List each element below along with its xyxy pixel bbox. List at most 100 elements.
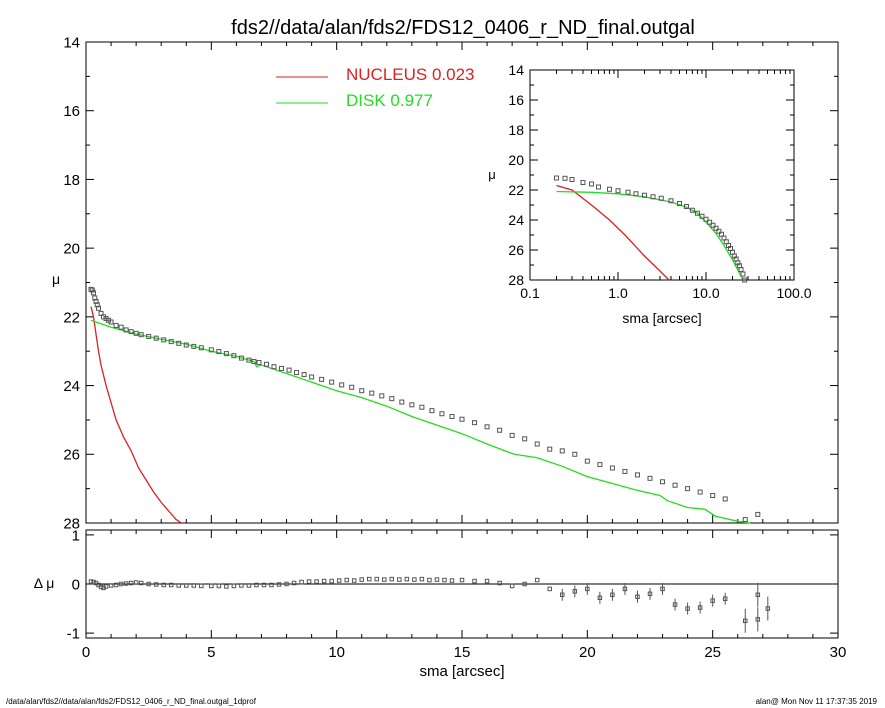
inset-y-tick-label: 26 <box>508 242 524 258</box>
inset-data-point <box>595 184 601 190</box>
residual-data-point <box>224 584 229 589</box>
main-data-point <box>755 511 761 517</box>
footer-user-timestamp: alan@ Mon Nov 11 17:37:35 2019 <box>755 697 877 706</box>
main-data-point <box>742 517 748 523</box>
residual-data-point <box>351 578 357 583</box>
inset-data-point <box>689 207 695 213</box>
main-data-point <box>522 436 528 442</box>
residual-data-point <box>254 582 259 588</box>
main-data-point <box>547 446 553 452</box>
main-data-point <box>96 305 102 311</box>
residual-data-point <box>534 577 540 583</box>
main-data-point <box>359 388 365 394</box>
residual-data-point <box>367 576 372 582</box>
residual-y-tick-label: -1 <box>67 625 80 642</box>
main-data-point <box>246 357 252 363</box>
inset-data-point <box>668 198 674 204</box>
inset-disk-line <box>556 190 744 281</box>
residual-data-point <box>321 578 327 584</box>
residual-data-point <box>412 577 417 582</box>
residual-data-point <box>209 583 214 589</box>
main-data-point <box>379 393 385 399</box>
residual-data-point <box>547 586 552 592</box>
residual-data-point <box>239 583 244 588</box>
main-data-point <box>429 408 435 414</box>
residual-data-point <box>419 576 425 582</box>
main-data-point <box>534 441 540 447</box>
main-data-point <box>399 399 405 405</box>
residual-data-point <box>216 583 222 589</box>
chart-title: fds2//data/alan/fds2/FDS12_0406_r_ND_fin… <box>231 17 695 39</box>
main-data-point <box>153 335 159 341</box>
residual-x-tick-label: 30 <box>830 644 847 661</box>
residual-data-point <box>113 582 119 588</box>
main-data-point <box>91 290 97 296</box>
inset-background <box>530 70 794 280</box>
residual-data-point <box>161 582 166 588</box>
residual-data-point <box>522 581 527 587</box>
residual-data-point <box>329 578 334 584</box>
main-data-point <box>271 364 277 370</box>
main-data-point <box>449 413 455 419</box>
main-data-point <box>238 355 244 361</box>
main-y-tick-label: 22 <box>63 309 80 326</box>
inset-series <box>553 175 748 283</box>
main-data-point <box>168 339 174 345</box>
residual-data-point <box>397 577 402 582</box>
main-data-point <box>251 359 257 365</box>
residual-data-point <box>276 582 282 587</box>
inset-y-tick-label: 14 <box>508 62 524 78</box>
main-data-point <box>672 482 678 488</box>
inset-y-label: μ <box>488 167 496 182</box>
residual-x-tick-label: 0 <box>82 644 90 661</box>
inset-axes: 0.1 1.0 10.0 100.0 14 16 18 20 22 24 26 28 <box>508 62 811 301</box>
main-data-point <box>231 353 237 359</box>
residual-data-point <box>509 583 515 589</box>
footer-file-path: /data/alan/fds2//data/alan/fds2/FDS12_04… <box>6 697 256 706</box>
inset-data-point <box>694 210 700 216</box>
residual-data-point <box>389 576 395 582</box>
residual-data-point <box>261 582 267 588</box>
residual-data-point <box>123 581 129 586</box>
residual-data-point <box>269 582 274 588</box>
main-data-point <box>309 374 315 380</box>
residual-data-point <box>184 583 189 588</box>
residual-data-point <box>382 577 387 582</box>
main-data-point <box>108 319 114 325</box>
residual-data-point <box>128 580 134 586</box>
main-y-tick-label: 24 <box>63 378 80 395</box>
main-data-point <box>161 337 167 343</box>
main-data-point <box>722 496 728 502</box>
main-data-point <box>263 361 269 367</box>
inset-data-point <box>650 194 656 200</box>
inset-x-tick-label: 10.0 <box>692 285 719 301</box>
inset-data-point <box>683 204 689 209</box>
inset-data-point <box>699 213 705 219</box>
main-y-tick-label: 18 <box>63 172 80 189</box>
inset-data-point <box>615 188 621 194</box>
residual-data-point <box>404 576 410 582</box>
inset-data-point <box>740 271 746 277</box>
main-data-point <box>198 345 204 351</box>
residual-data-point <box>138 580 144 586</box>
main-data-point <box>559 448 565 454</box>
main-y-tick-label: 16 <box>63 103 80 120</box>
main-data-point <box>647 475 653 481</box>
inset-x-tick-label: 100.0 <box>776 285 811 301</box>
residual-y-tick-label: 0 <box>72 576 80 593</box>
residual-data-point <box>434 577 440 582</box>
main-data-point <box>301 372 307 378</box>
main-axes: 14 16 18 20 22 24 26 28 <box>63 34 839 532</box>
main-y-tick-label: 20 <box>63 241 80 258</box>
residual-x-tick-label: 10 <box>328 644 345 661</box>
inset-data-point <box>589 181 595 187</box>
inset-data-point <box>569 177 575 182</box>
main-data-point <box>223 351 229 357</box>
main-data-point <box>216 349 222 355</box>
inset-data-point <box>606 186 612 192</box>
main-data-point <box>133 330 139 336</box>
main-data-point <box>319 376 325 382</box>
main-data-point <box>176 340 182 346</box>
residual-data-point <box>314 579 319 584</box>
residual-x-tick-label: 15 <box>454 644 471 661</box>
